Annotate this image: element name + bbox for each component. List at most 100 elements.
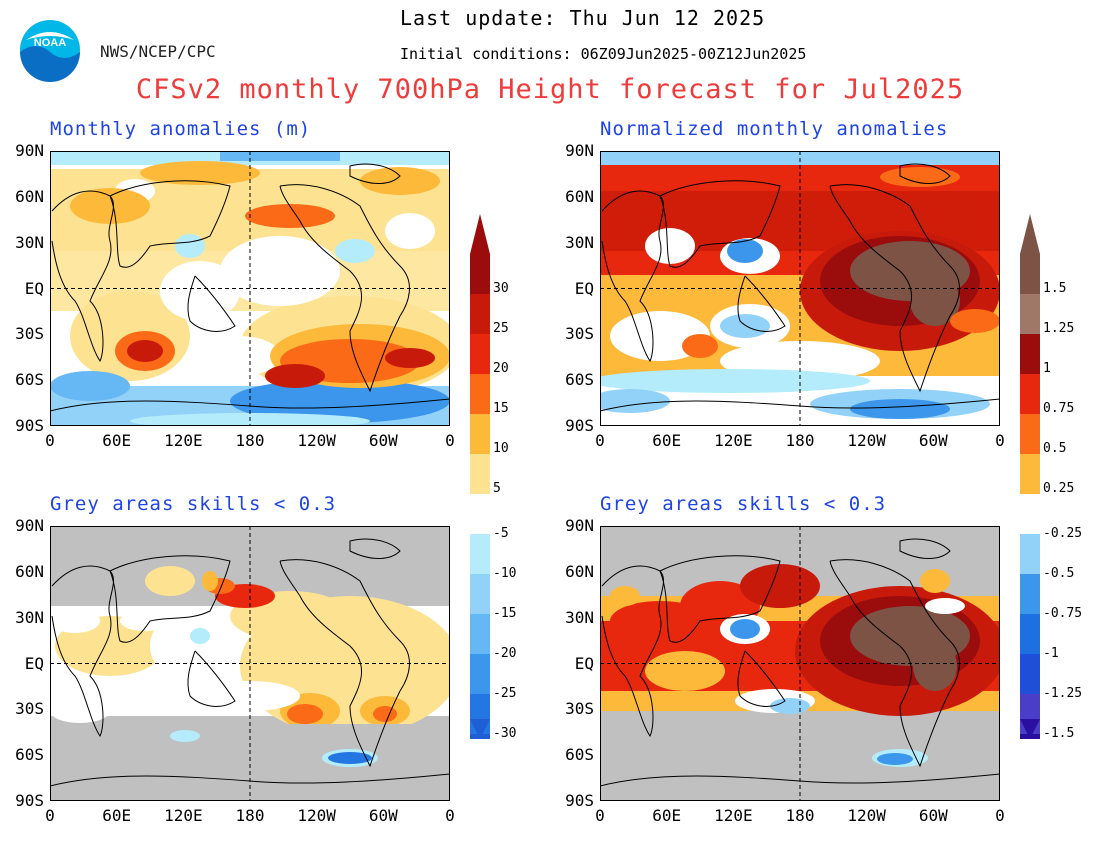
lon-label: 120W xyxy=(847,806,886,825)
colorbar-right-warm-swatch xyxy=(1020,374,1040,414)
colorbar-right-bottom-arrow xyxy=(1020,719,1040,739)
lon-label: 180 xyxy=(785,806,815,825)
lat-label: 30S xyxy=(565,699,594,719)
colorbar-left-cool-swatch xyxy=(470,574,490,614)
colorbar-tick-label: -0.75 xyxy=(1043,606,1083,621)
colorbar-left-warm-swatch xyxy=(470,254,490,294)
colorbar-left-warm-swatch xyxy=(470,374,490,414)
colorbar-tick-label: -1.5 xyxy=(1043,726,1075,741)
lon-label: 0 xyxy=(445,806,455,825)
lat-label: 90N xyxy=(15,516,44,535)
colorbar-tick-label: -5 xyxy=(493,526,509,541)
colorbar-left-cool-swatch xyxy=(470,534,490,574)
colorbar-anomalies xyxy=(470,214,490,739)
lat-label: 30S xyxy=(15,699,44,719)
lon-label: 120E xyxy=(714,431,753,450)
colorbar-right-warm-swatch xyxy=(1020,254,1040,294)
lon-label: 120W xyxy=(297,806,336,825)
lat-label: 90N xyxy=(565,141,594,160)
lat-label: EQ xyxy=(24,653,44,673)
lon-label: 60E xyxy=(102,431,132,450)
lon-label: 60E xyxy=(652,806,682,825)
org-name: NWS/NCEP/CPC xyxy=(100,42,216,61)
colorbar-tick-label: 25 xyxy=(493,321,509,336)
lon-label: 120W xyxy=(847,431,886,450)
colorbar-tick-label: -10 xyxy=(493,566,517,581)
colorbar-tick-label: -1.25 xyxy=(1043,686,1083,701)
lat-label: 90N xyxy=(565,516,594,535)
colorbar-tick-label: -15 xyxy=(493,606,517,621)
lon-label: 120E xyxy=(164,806,203,825)
colorbar-tick-label: -25 xyxy=(493,686,517,701)
lon-label: 60E xyxy=(102,806,132,825)
lat-label: 90N xyxy=(15,141,44,160)
colorbar-right-top-arrow xyxy=(1020,214,1040,254)
lat-label: 60N xyxy=(15,561,44,581)
lat-label: 30N xyxy=(565,607,594,627)
lat-label: 30S xyxy=(15,324,44,344)
lat-label: 60S xyxy=(565,745,594,765)
colorbar-tick-label: 0.25 xyxy=(1043,481,1075,496)
lon-label: 180 xyxy=(235,431,265,450)
colorbar-tick-label: -30 xyxy=(493,726,517,741)
lon-label: 180 xyxy=(785,431,815,450)
lon-label: 60W xyxy=(368,431,398,450)
colorbar-right-cool-swatch xyxy=(1020,614,1040,654)
lon-label: 60E xyxy=(652,431,682,450)
logo-text: NOAA xyxy=(34,37,66,49)
colorbar-tick-label: -0.5 xyxy=(1043,566,1075,581)
colorbar-right-warm-swatch xyxy=(1020,454,1040,494)
last-update: Last update: Thu Jun 12 2025 xyxy=(400,6,766,30)
lat-label: 90S xyxy=(565,791,594,810)
colorbar-tick-label: 5 xyxy=(493,481,501,496)
colorbar-right-neutral-swatch xyxy=(1020,494,1040,534)
colorbar-tick-label: 15 xyxy=(493,401,509,416)
colorbar-tick-label: 0.5 xyxy=(1043,441,1067,456)
colorbar-tick-label: -20 xyxy=(493,646,517,661)
lat-label: 60S xyxy=(15,745,44,765)
colorbar-tick-label: 30 xyxy=(493,281,509,296)
colorbar-left-cool-swatch xyxy=(470,654,490,694)
colorbar-tick-label: 1 xyxy=(1043,361,1051,376)
panel-title-bottom-left: Grey areas skills < 0.3 xyxy=(50,493,337,515)
lat-label: 30N xyxy=(15,232,44,252)
colorbar-left-cool-swatch xyxy=(470,614,490,654)
panel-title-top-left: Monthly anomalies (m) xyxy=(50,118,312,140)
lat-label: 60S xyxy=(15,370,44,390)
colorbar-tick-label: 20 xyxy=(493,361,509,376)
lon-label: 0 xyxy=(995,431,1005,450)
lon-label: 60W xyxy=(918,806,948,825)
lat-label: EQ xyxy=(574,278,594,298)
colorbar-left-warm-swatch xyxy=(470,454,490,494)
colorbar-left-top-arrow xyxy=(470,214,490,254)
colorbar-right-warm-swatch xyxy=(1020,294,1040,334)
lon-label: 120W xyxy=(297,431,336,450)
colorbar-right-cool-swatch xyxy=(1020,654,1040,694)
colorbar-tick-label: 1.25 xyxy=(1043,321,1075,336)
lon-label: 60W xyxy=(368,806,398,825)
lat-label: 60N xyxy=(15,186,44,206)
noaa-logo: NOAA xyxy=(18,18,82,82)
lat-label: EQ xyxy=(24,278,44,298)
colorbar-left-bottom-arrow xyxy=(470,719,490,739)
lat-label: 60S xyxy=(565,370,594,390)
colorbar-tick-label: 1.5 xyxy=(1043,281,1067,296)
lat-label: EQ xyxy=(574,653,594,673)
lon-label: 120E xyxy=(714,806,753,825)
colorbar-right-cool-swatch xyxy=(1020,574,1040,614)
lon-label: 0 xyxy=(995,806,1005,825)
lat-label: 30N xyxy=(15,607,44,627)
colorbar-left-warm-swatch xyxy=(470,294,490,334)
colorbar-right-cool-swatch xyxy=(1020,534,1040,574)
lat-label: 90S xyxy=(565,416,594,435)
lon-label: 120E xyxy=(164,431,203,450)
lon-label: 0 xyxy=(595,806,605,825)
map-panel-skill-masked-anomalies xyxy=(50,526,450,801)
lon-label: 0 xyxy=(45,806,55,825)
lat-label: 90S xyxy=(15,416,44,435)
lat-label: 90S xyxy=(15,791,44,810)
lat-label: 60N xyxy=(565,561,594,581)
colorbar-tick-label: -0.25 xyxy=(1043,526,1083,541)
colorbar-left-neutral-swatch xyxy=(470,494,490,534)
page-title: CFSv2 monthly 700hPa Height forecast for… xyxy=(135,74,965,105)
